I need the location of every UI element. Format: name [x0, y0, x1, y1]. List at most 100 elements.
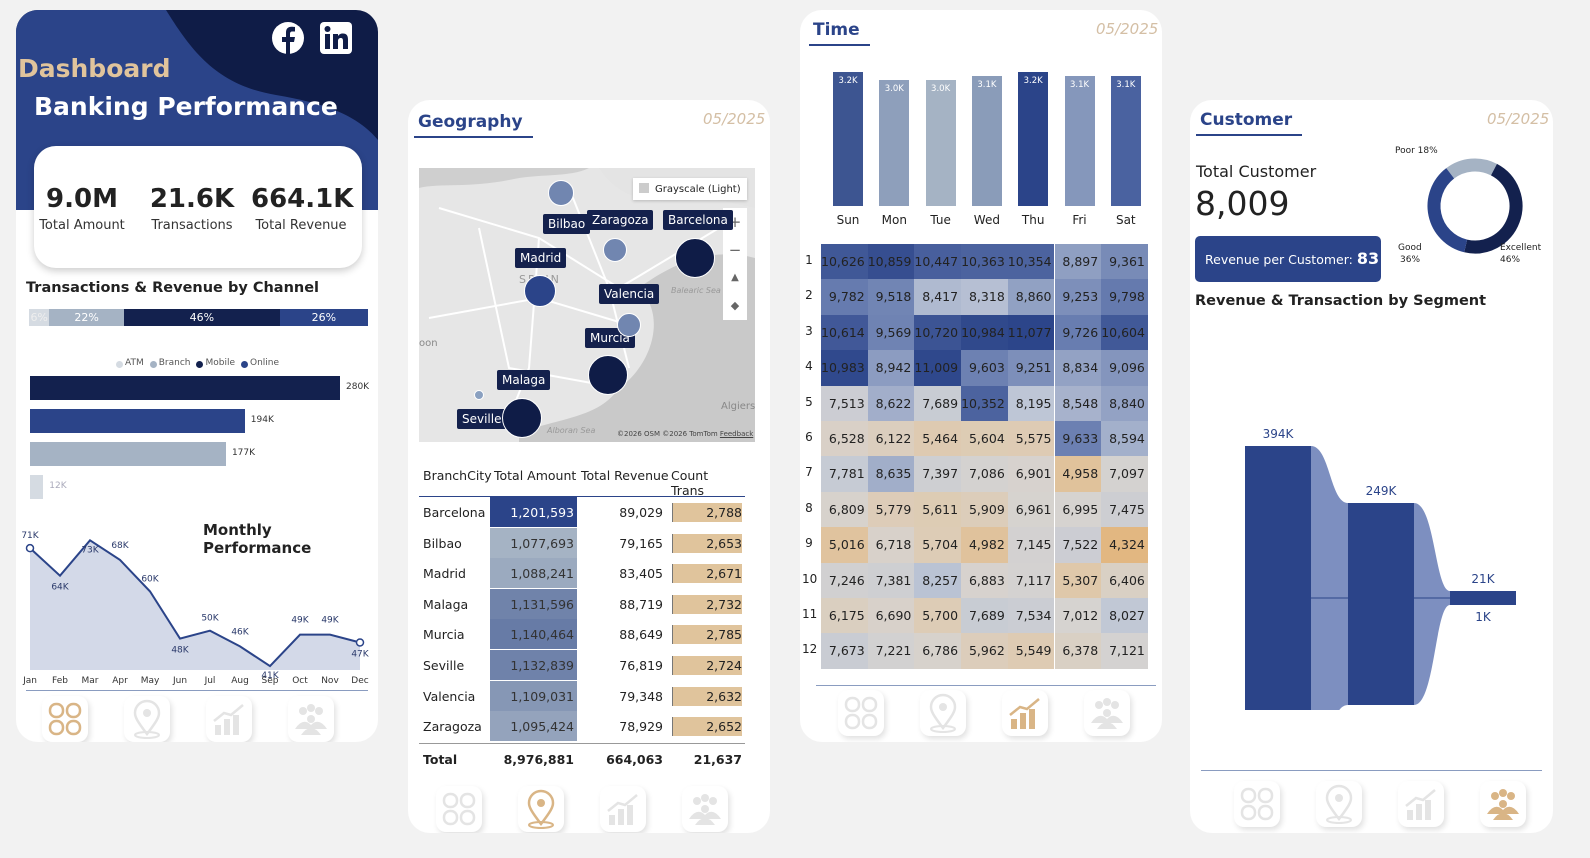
tilt-button[interactable]: ▲: [731, 272, 739, 283]
bar-sun: [833, 72, 863, 206]
table-row[interactable]: Malaga 1,131,596 88,719 2,732: [419, 588, 745, 619]
nav-overview-button[interactable]: [1234, 781, 1280, 827]
map-label-zaragoza[interactable]: Zaragoza: [587, 210, 654, 230]
chart-icon: [1009, 698, 1040, 729]
data-label: 50K: [201, 614, 219, 624]
nav-overview-button[interactable]: [42, 696, 88, 742]
map-bubble[interactable]: [548, 180, 574, 206]
map-label-madrid[interactable]: Madrid: [515, 248, 567, 268]
heatmap-cell: 9,798: [1101, 279, 1148, 315]
facebook-icon[interactable]: [272, 22, 304, 54]
heatmap-cell: 9,096: [1101, 350, 1148, 386]
nav-geography-button[interactable]: [518, 786, 564, 832]
legend-item: ATM: [116, 358, 144, 368]
nav-geography-button[interactable]: [1316, 781, 1362, 827]
row-label: 3: [805, 323, 813, 338]
map-label-seville[interactable]: Seville: [457, 409, 507, 429]
customer-panel: Customer 05/2025 Total Customer 8,009 Re…: [1190, 100, 1553, 833]
linkedin-icon[interactable]: [320, 22, 352, 54]
heatmap-cell: 8,027: [1101, 598, 1148, 634]
heatmap-cell: 7,673: [821, 633, 868, 669]
heatmap-cell: 7,117: [1007, 562, 1055, 598]
amount-fill: [490, 588, 577, 619]
heatmap-cell: 8,834: [1054, 350, 1102, 386]
map-bubble[interactable]: [474, 390, 484, 400]
compass-button[interactable]: ◆: [730, 299, 740, 312]
map-label-valencia[interactable]: Valencia: [599, 284, 660, 304]
chart-icon: [213, 704, 244, 735]
nav-time-button[interactable]: [206, 696, 252, 742]
heatmap-cell: 6,809: [821, 491, 868, 528]
nav-time-button[interactable]: [600, 786, 646, 832]
map-label-bilbao[interactable]: Bilbao: [543, 214, 591, 234]
heatmap-cell: 5,704: [914, 527, 962, 563]
count-fill: [672, 533, 742, 553]
nav-time-button[interactable]: [1398, 781, 1444, 827]
table-row[interactable]: Valencia 1,109,031 79,348 2,632: [419, 680, 745, 711]
nav-geography-button[interactable]: [920, 690, 966, 736]
map[interactable]: Grayscale (Light) +−▲◆ SPAIN Balearic Se…: [419, 168, 755, 442]
heatmap-cell: 7,221: [867, 633, 915, 669]
nav-customer-button[interactable]: [1084, 690, 1130, 736]
heatmap-cell: 5,464: [914, 421, 962, 457]
heatmap-cell: 6,122: [867, 421, 915, 457]
heatmap-cell: 7,689: [914, 385, 962, 421]
table-row[interactable]: Madrid 1,088,241 83,405 2,671: [419, 558, 745, 589]
branch-table: BranchCity Total Amount Total Revenue Count…: [419, 455, 745, 773]
cell-count: 2,632: [706, 688, 742, 704]
segment-bar-0: [1245, 446, 1311, 710]
donut-label: 46%: [1500, 255, 1520, 265]
nav-customer-button[interactable]: [288, 696, 334, 742]
table-row[interactable]: Zaragoza 1,095,424 78,929 2,652: [419, 711, 745, 742]
revenue-label: 249K: [1366, 484, 1398, 498]
legend-item: Branch: [149, 358, 190, 368]
heatmap-cell: 9,361: [1101, 244, 1148, 280]
nav-customer-button[interactable]: [682, 786, 728, 832]
donut-slice-excellent: [1464, 163, 1523, 254]
feedback-link[interactable]: Feedback: [719, 430, 754, 438]
nav-time-button[interactable]: [1002, 690, 1048, 736]
legend-item: Online: [241, 358, 279, 368]
heatmap-cell: 9,726: [1054, 314, 1102, 351]
map-label-barcelona[interactable]: Barcelona: [663, 210, 733, 230]
nav-geography-button[interactable]: [124, 696, 170, 742]
heatmap-cell: 7,689: [961, 598, 1008, 634]
table-row[interactable]: Seville 1,132,839 76,819 2,724: [419, 650, 745, 680]
table-row[interactable]: Bilbao 1,077,693 79,165 2,653: [419, 527, 745, 558]
heatmap-cell: 10,363: [961, 244, 1008, 280]
nav-customer-button[interactable]: [1480, 781, 1526, 827]
heatmap-cell: 9,569: [867, 314, 915, 351]
heatmap-cell: 8,195: [1007, 385, 1055, 421]
cell-revenue: 79,348: [619, 688, 663, 704]
total-customer-value: 8,009: [1195, 184, 1290, 223]
bar-online: [30, 409, 245, 433]
x-tick: Sat: [1115, 213, 1136, 227]
map-bubble[interactable]: [617, 313, 641, 337]
legend-dot: [116, 361, 123, 368]
x-tick: Mar: [82, 676, 99, 685]
cell-count: 2,732: [706, 596, 742, 612]
nav-overview-button[interactable]: [436, 786, 482, 832]
map-style-button[interactable]: Grayscale (Light): [633, 178, 747, 200]
nav-overview-button[interactable]: [838, 690, 884, 736]
map-bubble[interactable]: [588, 355, 628, 395]
row-label: 7: [805, 465, 813, 480]
table-row[interactable]: Barcelona 1,201,593 89,029 2,788: [419, 497, 745, 527]
heatmap-cell: 8,594: [1101, 421, 1148, 457]
map-bubble[interactable]: [524, 275, 556, 307]
heatmap-cell: 10,626: [821, 244, 868, 280]
count-fill: [672, 503, 742, 522]
time-panel: Time 05/2025 3.2K Sun 3.0K Mon 3.0K Tue 3.1K We…: [800, 10, 1162, 742]
map-label-malaga[interactable]: Malaga: [497, 370, 551, 390]
heatmap-cell: 10,352: [961, 385, 1008, 421]
x-tick: Sep: [262, 676, 279, 685]
map-bubble[interactable]: [603, 238, 627, 262]
map-place: Alboran Sea: [547, 426, 596, 435]
row-label: 6: [805, 430, 813, 444]
kpi-total-amount: 9.0M Total Amount: [39, 184, 125, 233]
table-row[interactable]: Murcia 1,140,464 88,649 2,785: [419, 619, 745, 650]
bar-label: 3.1K: [1116, 80, 1136, 91]
map-bubble[interactable]: [675, 238, 715, 278]
zoom-out-button[interactable]: −: [728, 241, 742, 259]
map-bubble[interactable]: [502, 398, 542, 438]
